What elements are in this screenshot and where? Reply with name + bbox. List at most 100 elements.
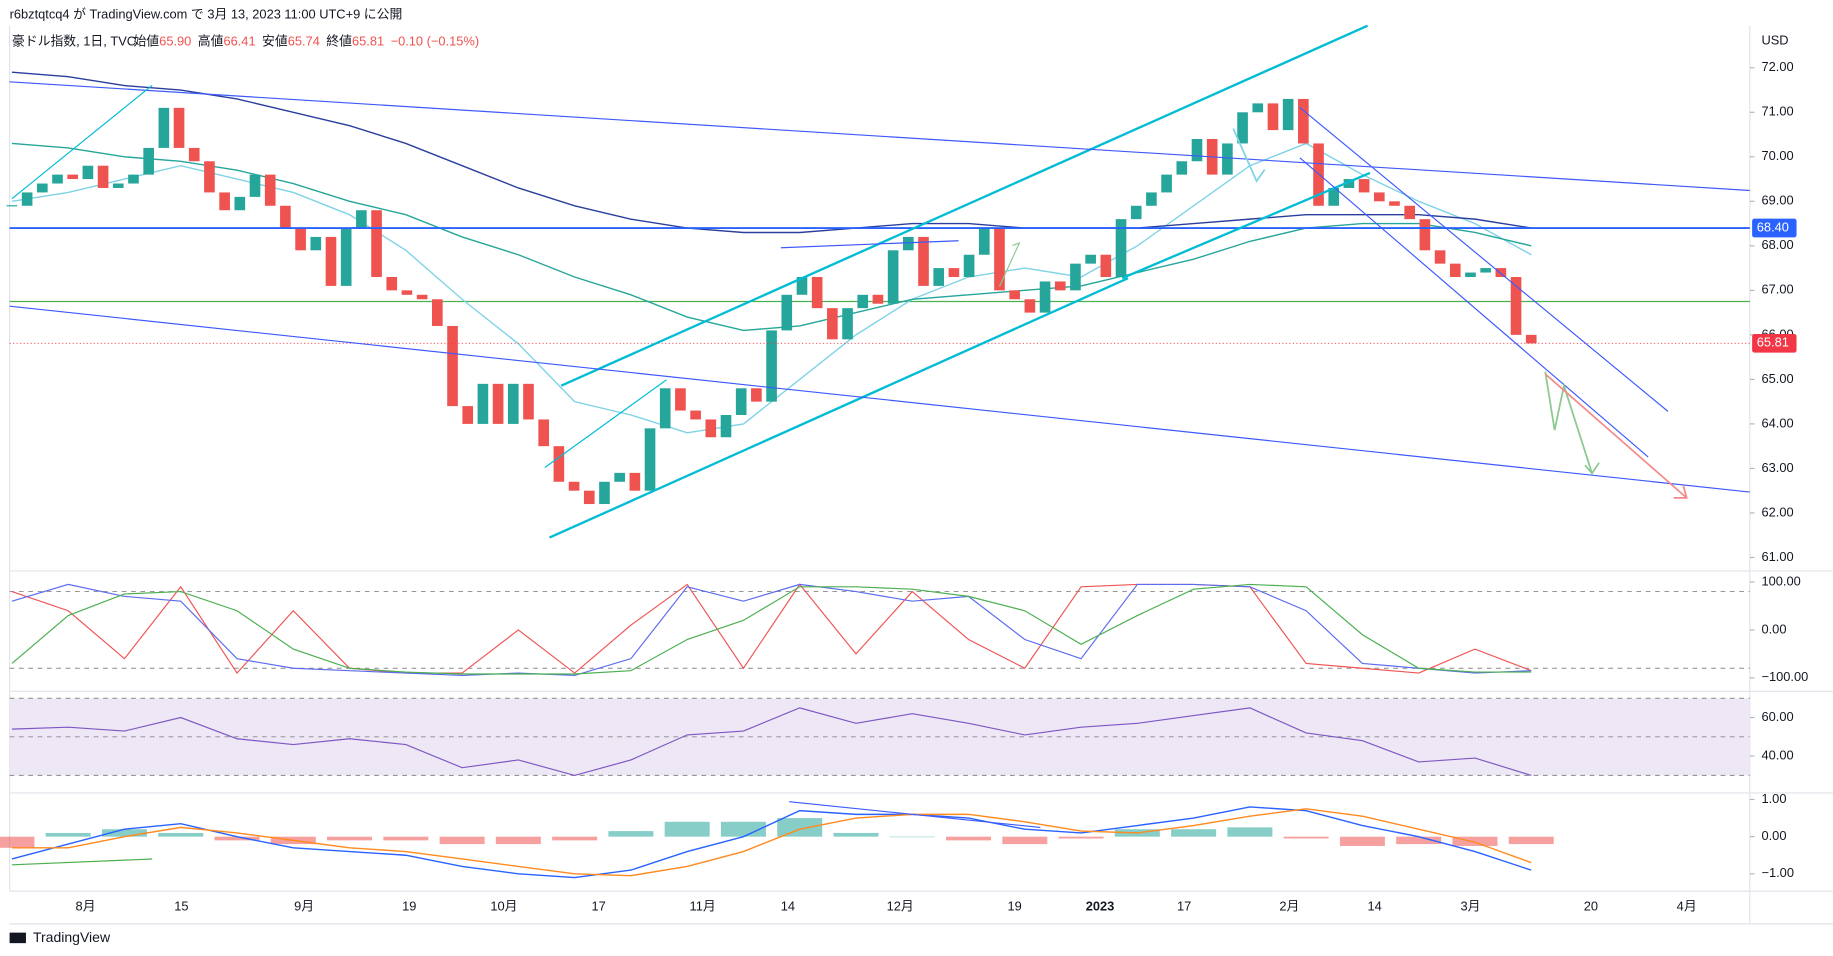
candle bbox=[492, 383, 504, 424]
legend-value: 65.74 bbox=[288, 33, 320, 48]
candle bbox=[432, 299, 443, 326]
y-tick-label: 67.00 bbox=[1761, 282, 1793, 297]
indicator-line bbox=[11, 583, 1532, 675]
candle bbox=[128, 174, 139, 184]
histogram-bar bbox=[889, 836, 935, 838]
candle bbox=[1343, 179, 1355, 188]
candle bbox=[401, 290, 413, 295]
candle bbox=[599, 481, 610, 505]
candle bbox=[1237, 112, 1248, 144]
x-tick-label: 14 bbox=[1367, 898, 1381, 913]
histogram-bar bbox=[664, 821, 710, 837]
legend-label: 安値 bbox=[262, 33, 288, 48]
trend-line bbox=[780, 240, 959, 249]
candle bbox=[994, 228, 1005, 291]
candle bbox=[507, 383, 519, 424]
candle bbox=[477, 383, 489, 424]
candle bbox=[1480, 268, 1491, 273]
candle bbox=[21, 192, 33, 206]
x-tick-label: 2月 bbox=[1279, 898, 1299, 913]
candle bbox=[158, 107, 170, 148]
x-tick-label: 2023 bbox=[1086, 898, 1115, 913]
histogram-bar bbox=[214, 836, 260, 841]
candle bbox=[751, 388, 762, 402]
candle bbox=[249, 174, 261, 197]
macd-divergence bbox=[789, 801, 1041, 829]
candle bbox=[1146, 192, 1157, 206]
y-tick-label: 64.00 bbox=[1761, 415, 1793, 430]
candle bbox=[219, 192, 230, 211]
candle bbox=[1449, 263, 1461, 278]
candle bbox=[1267, 103, 1279, 131]
candle bbox=[67, 174, 79, 180]
candle bbox=[1222, 143, 1233, 175]
histogram-bar bbox=[777, 818, 823, 837]
candle bbox=[933, 268, 945, 286]
moving-average bbox=[11, 71, 1532, 234]
y-tick-label: 63.00 bbox=[1761, 460, 1793, 475]
y-tick-label: −1.00 bbox=[1761, 865, 1794, 880]
candle bbox=[295, 228, 306, 251]
x-tick-label: 10月 bbox=[490, 898, 517, 913]
indicator-line bbox=[11, 583, 1532, 675]
candle bbox=[1389, 201, 1400, 206]
candle bbox=[188, 147, 200, 162]
candle bbox=[82, 165, 94, 180]
candle bbox=[903, 236, 914, 251]
histogram-bar bbox=[1171, 829, 1217, 837]
candle bbox=[325, 236, 337, 286]
trend-line bbox=[9, 81, 1750, 192]
indicator-line bbox=[11, 707, 1532, 777]
candle bbox=[857, 294, 869, 309]
candle bbox=[97, 165, 109, 188]
candle bbox=[1115, 219, 1127, 278]
histogram-bar bbox=[720, 821, 766, 837]
legend-label: 終値 bbox=[326, 33, 352, 48]
x-tick-label: 17 bbox=[591, 898, 605, 913]
candle bbox=[568, 481, 580, 491]
y-tick-label: 0.00 bbox=[1761, 828, 1786, 843]
candle bbox=[796, 277, 808, 295]
x-tick-label: 14 bbox=[781, 898, 795, 913]
candle bbox=[523, 383, 534, 420]
candle bbox=[1298, 98, 1309, 144]
legend-label: 高値 bbox=[198, 33, 224, 48]
trend-line bbox=[1299, 107, 1669, 412]
candle bbox=[1419, 219, 1431, 251]
candle bbox=[675, 388, 686, 411]
price-badge-label: 65.81 bbox=[1757, 335, 1789, 350]
histogram-bar bbox=[833, 832, 879, 837]
candle bbox=[1100, 254, 1112, 278]
candle bbox=[735, 388, 747, 416]
candle bbox=[416, 294, 428, 300]
candle bbox=[36, 183, 48, 193]
candle bbox=[1495, 268, 1507, 278]
candle bbox=[1465, 272, 1476, 278]
x-tick-label: 19 bbox=[402, 898, 416, 913]
legend-value: 65.90 bbox=[159, 33, 191, 48]
candle bbox=[538, 419, 550, 447]
histogram-bar bbox=[1396, 836, 1442, 845]
price-badge-label: 68.40 bbox=[1757, 219, 1789, 234]
candle bbox=[386, 277, 398, 291]
histogram-bar bbox=[1058, 836, 1104, 839]
y-tick-label: 62.00 bbox=[1761, 504, 1793, 519]
x-tick-label: 20 bbox=[1584, 898, 1598, 913]
trend-line bbox=[1299, 157, 1649, 458]
legend-value: 65.81 bbox=[352, 33, 384, 48]
histogram-bar bbox=[946, 836, 992, 841]
histogram-bar bbox=[1283, 836, 1329, 839]
projection-arrow bbox=[1544, 373, 1688, 499]
candle bbox=[887, 250, 899, 304]
price-badge bbox=[1752, 333, 1797, 353]
candle bbox=[1313, 143, 1324, 206]
histogram-bar bbox=[608, 831, 654, 837]
candle bbox=[52, 174, 63, 184]
histogram-bar bbox=[101, 829, 147, 837]
channel-line bbox=[1121, 171, 1371, 280]
y-tick-label: 70.00 bbox=[1761, 148, 1793, 163]
x-tick-label: 15 bbox=[174, 898, 188, 913]
channel-line bbox=[560, 24, 1369, 387]
histogram-bar bbox=[1339, 836, 1385, 846]
